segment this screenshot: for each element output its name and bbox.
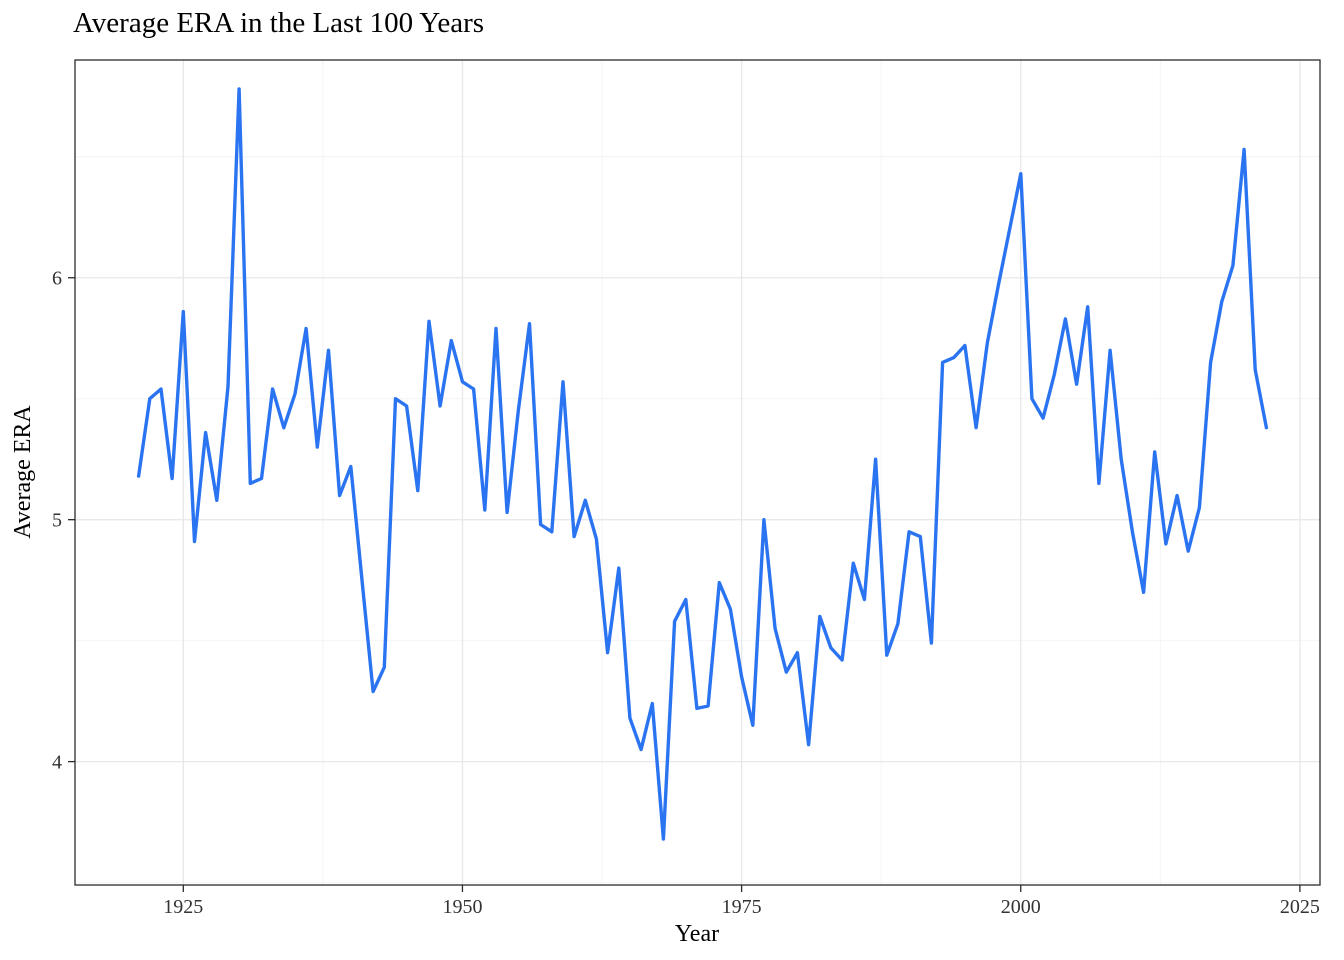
- y-tick-label: 5: [52, 510, 62, 532]
- axis-ticks: [68, 277, 1301, 892]
- x-tick-label: 1975: [722, 896, 762, 918]
- y-axis-label: Average ERA: [10, 405, 36, 539]
- x-tick-label: 2000: [1001, 896, 1041, 918]
- chart-title: Average ERA in the Last 100 Years: [73, 7, 485, 39]
- panel-background: [75, 60, 1320, 885]
- x-axis-label: Year: [675, 921, 719, 947]
- x-tick-label: 2025: [1280, 896, 1320, 918]
- y-tick-label: 4: [52, 752, 62, 774]
- x-tick-label: 1925: [163, 896, 203, 918]
- x-tick-label: 1950: [442, 896, 482, 918]
- minor-gridlines: [75, 60, 1320, 885]
- era-line-series: [136, 87, 1269, 841]
- panel-border: [74, 59, 1321, 886]
- y-tick-label: 6: [52, 268, 62, 290]
- axis-tick-labels: 1925 1950 1975 2000 2025 4 5 6: [52, 268, 1320, 918]
